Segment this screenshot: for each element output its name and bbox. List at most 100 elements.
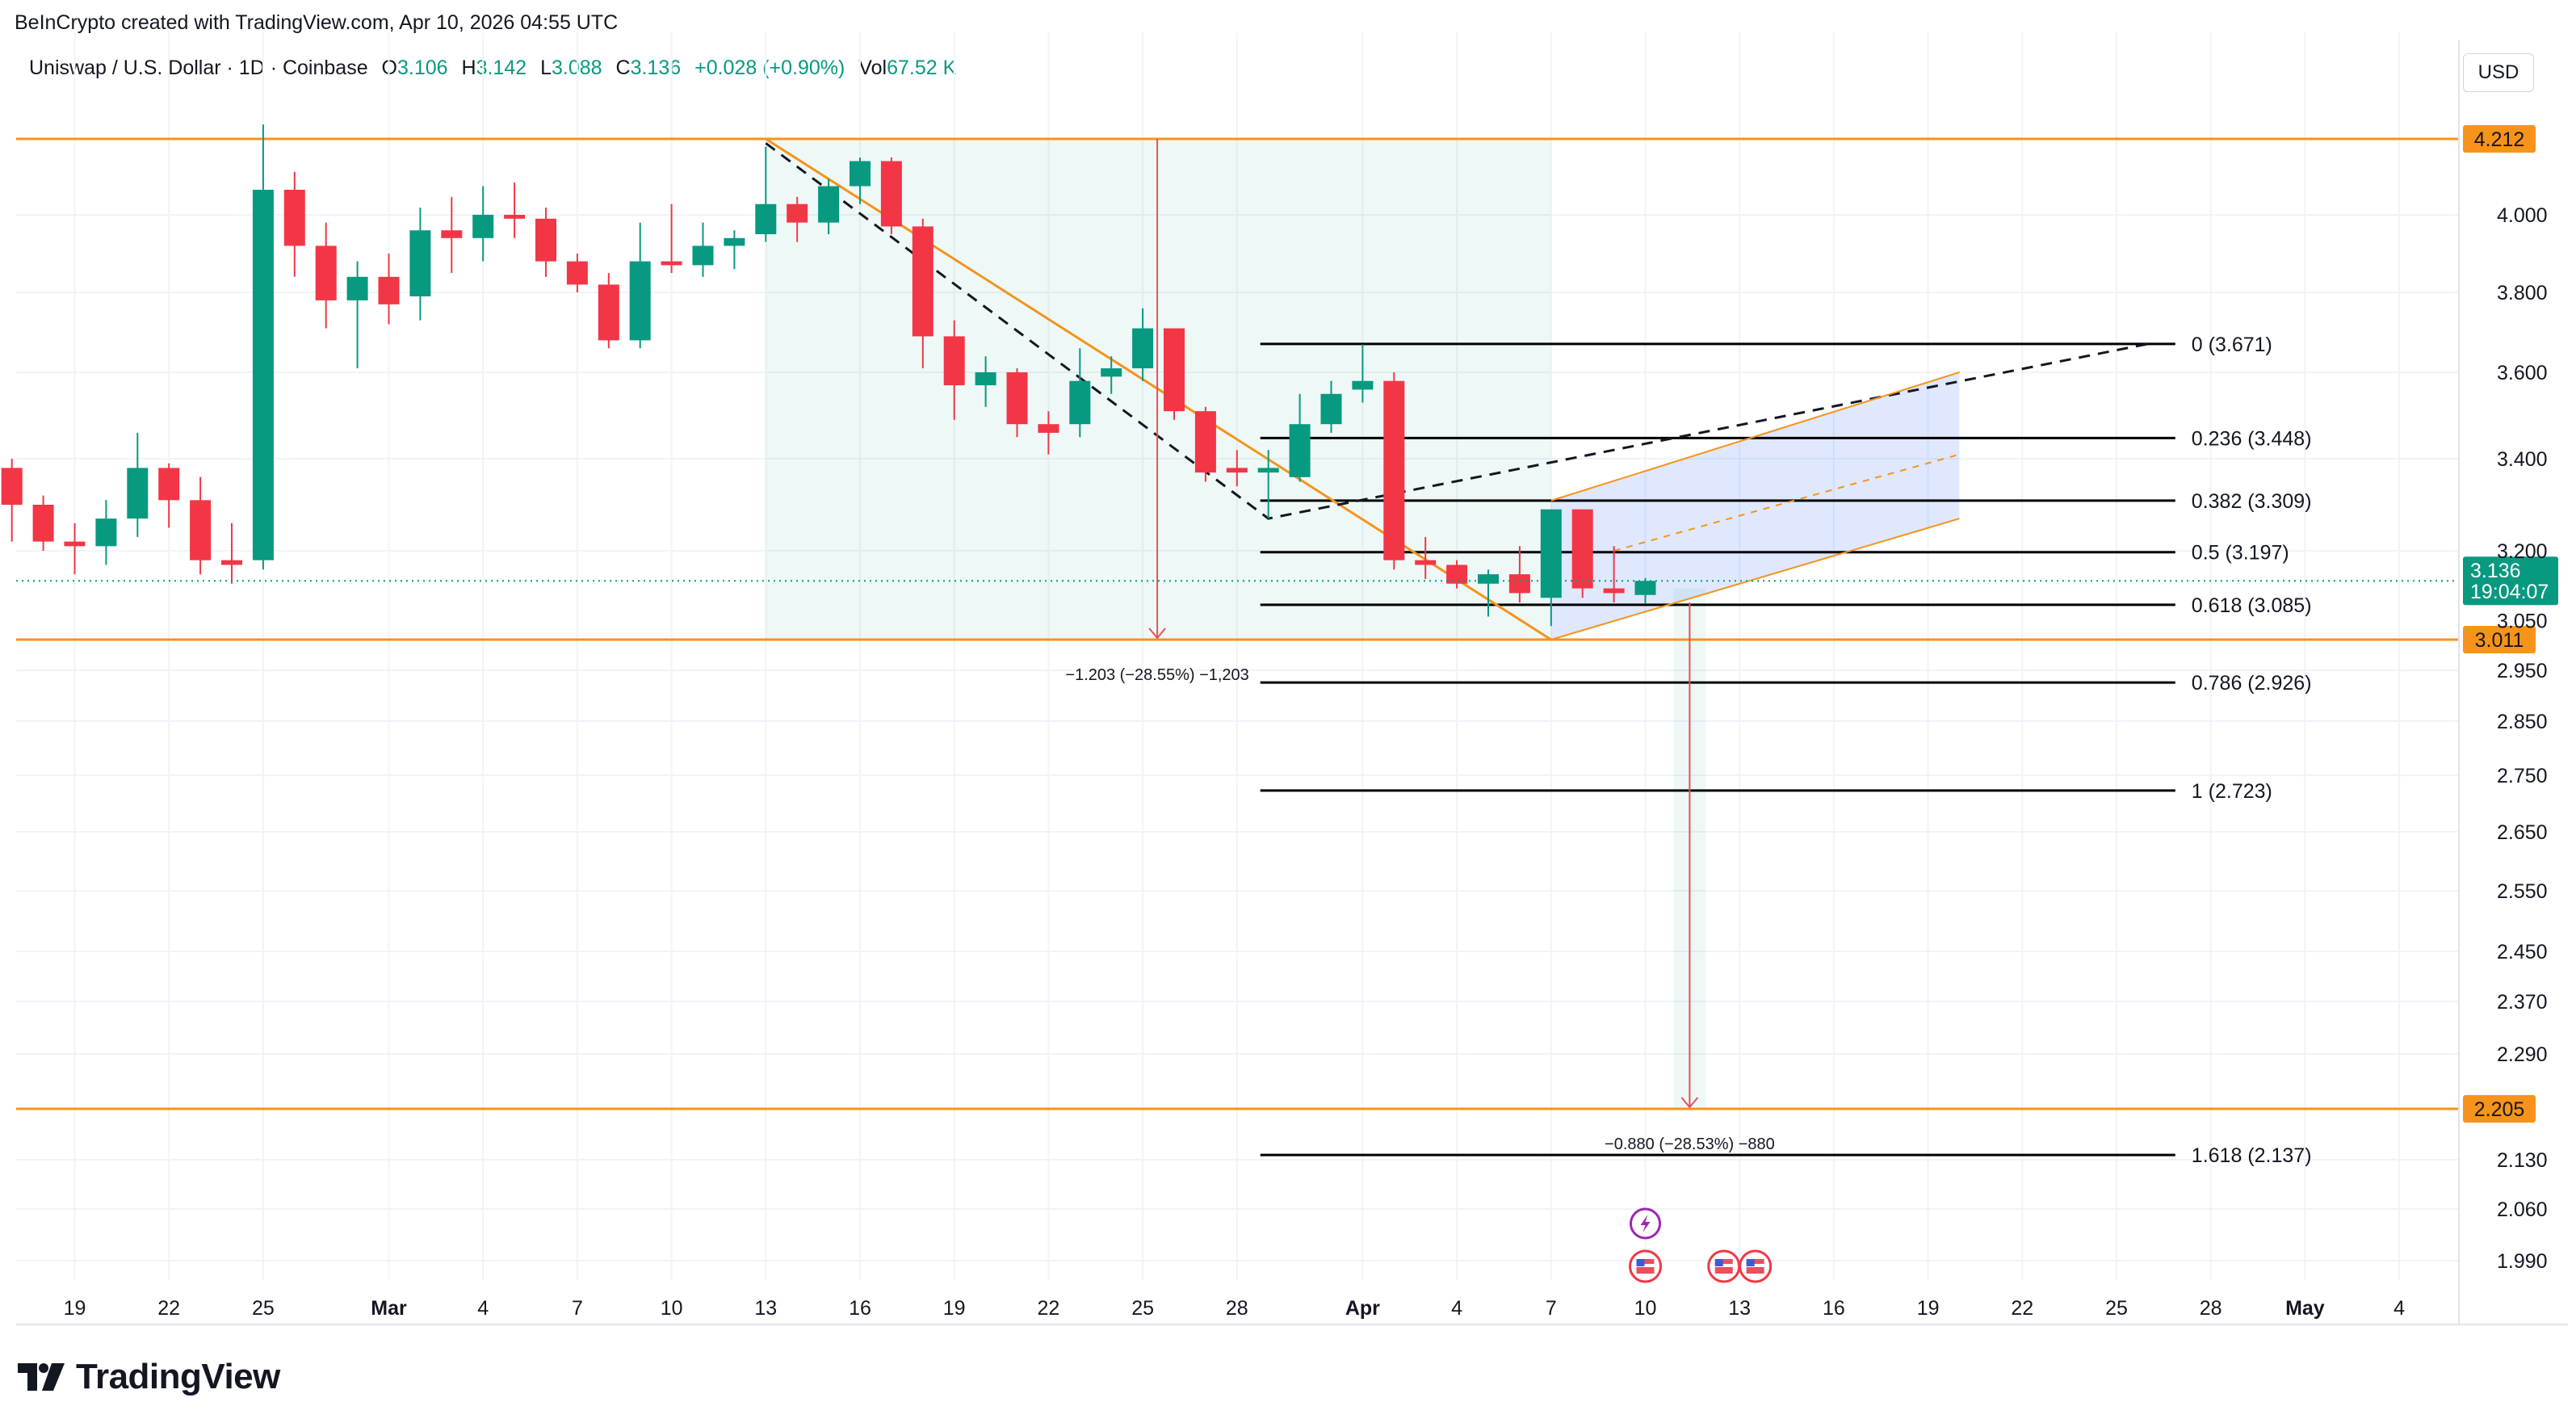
x-tick-label: Apr: [1345, 1297, 1380, 1320]
flag-stripe-white: [1636, 1264, 1655, 1267]
fib-level-label: 0 (3.671): [2192, 334, 2272, 356]
candle-body: [975, 372, 996, 386]
fib-level-label: 0.5 (3.197): [2192, 542, 2289, 565]
candle-body: [566, 261, 588, 285]
candle-body: [409, 230, 431, 296]
x-tick-label: 25: [2105, 1297, 2128, 1320]
level-price-label: 3.011: [2475, 629, 2524, 652]
fib-level-label: 1.618 (2.137): [2192, 1144, 2312, 1167]
candle-body: [1226, 468, 1248, 473]
flag-canton: [1714, 1259, 1723, 1266]
candle-body: [1478, 574, 1499, 584]
x-tick-label: 13: [754, 1297, 777, 1320]
candle-body: [504, 215, 526, 219]
candle-body: [127, 468, 149, 519]
candle-body: [1446, 565, 1468, 584]
y-tick-label: 2.550: [2497, 880, 2548, 903]
candle-body: [880, 161, 902, 227]
volume-value: 67.52 K: [887, 57, 957, 79]
x-tick-label: 28: [2200, 1297, 2222, 1320]
tradingview-logo: TradingView: [18, 1357, 280, 1397]
candle-body: [378, 276, 400, 304]
fib-level-label: 1 (2.723): [2192, 780, 2272, 803]
candle-body: [818, 186, 840, 223]
level-price-label: 4.212: [2474, 128, 2525, 151]
flag-canton: [1746, 1259, 1755, 1266]
axes: 19 22 25 Mar 4 7 10 13 16 19 22 25 28 Apr 4 7 10 13 16 19 22…: [16, 40, 2568, 1325]
candle-body: [1164, 328, 1185, 412]
x-tick-label: 16: [849, 1297, 871, 1320]
x-tick-label: 22: [157, 1297, 180, 1320]
x-tick-label: 25: [1131, 1297, 1154, 1320]
x-tick-label: 4: [2393, 1297, 2405, 1320]
x-tick-label: 7: [572, 1297, 583, 1320]
close-label: C: [615, 57, 631, 79]
y-tick-label: 3.200: [2497, 540, 2548, 563]
symbol-info-row: Uniswap / U.S. Dollar · 1D · Coinbase O3…: [29, 57, 956, 80]
candle-body: [1194, 411, 1216, 473]
channel-upper: [1550, 371, 1960, 502]
x-tick-label: May: [2285, 1297, 2325, 1320]
candle-body: [1383, 380, 1405, 560]
channel-midline: [1613, 453, 1960, 552]
candle-body: [1634, 581, 1656, 595]
flag-stripe-white: [1714, 1264, 1733, 1267]
candle-body: [64, 541, 86, 547]
x-tick-label: 4: [477, 1297, 489, 1320]
y-tick-label: 2.750: [2497, 765, 2548, 787]
candle-body: [1289, 424, 1311, 477]
y-tick-label: 3.600: [2497, 362, 2548, 384]
candle-body: [441, 230, 463, 238]
candle-body: [1, 468, 23, 505]
channel-fill: [1550, 372, 1960, 640]
candle-body: [755, 204, 777, 234]
candle-body: [1132, 328, 1154, 369]
symbol-name[interactable]: Uniswap / U.S. Dollar · 1D · Coinbase: [29, 57, 368, 79]
price-chart[interactable]: 4.212 3.011 2.205 0 (3.671) 0.236 (3.448) 0.…: [0, 0, 2576, 1357]
x-tick-label: 22: [1037, 1297, 1059, 1320]
candle-body: [472, 215, 494, 238]
high-value: 3.142: [476, 57, 527, 79]
current-price-label: 3.136: [2470, 560, 2521, 582]
flag-stripe-white: [1746, 1264, 1764, 1267]
x-tick-label: 25: [252, 1297, 275, 1320]
x-tick-label: 4: [1451, 1297, 1462, 1320]
tradingview-logo-icon: [18, 1363, 65, 1391]
candle-body: [283, 189, 305, 246]
candle-body: [1508, 574, 1530, 594]
candle-body: [724, 237, 745, 246]
y-tick-label: 2.290: [2497, 1043, 2548, 1066]
fib-level-label: 0.618 (3.085): [2192, 594, 2312, 617]
candle-body: [221, 560, 242, 565]
y-tick-label: 2.950: [2497, 660, 2548, 682]
candle-body: [1603, 588, 1625, 594]
candle-body: [1320, 393, 1342, 425]
candle-body: [912, 226, 933, 337]
candle-body: [315, 246, 337, 300]
candle-body: [190, 500, 212, 560]
candle-body: [629, 261, 651, 341]
event-markers: [1629, 1207, 1773, 1283]
y-tick-label: 3.400: [2497, 448, 2548, 471]
currency-button[interactable]: USD: [2463, 53, 2534, 92]
current-price-label-bg: [2463, 556, 2558, 606]
open-value: 3.106: [397, 57, 448, 79]
candle-body: [1352, 380, 1374, 390]
x-tick-label: Mar: [371, 1297, 407, 1320]
candle-body: [1038, 424, 1059, 433]
measure-label: −0.880 (−28.53%) −880: [1605, 1135, 1775, 1153]
candle-body: [850, 161, 871, 187]
x-tick-label: 7: [1546, 1297, 1557, 1320]
x-tick-label: 19: [1917, 1297, 1940, 1320]
candle-body: [1101, 368, 1122, 377]
y-tick-label: 3.800: [2497, 282, 2548, 304]
candle-body: [1415, 560, 1437, 565]
candle-body: [1540, 509, 1562, 598]
candle-body: [598, 284, 619, 341]
y-tick-label: 2.130: [2497, 1149, 2548, 1172]
flag-canton: [1636, 1259, 1645, 1266]
measure-arrowhead: [1680, 1097, 1699, 1109]
y-tick-label: 2.850: [2497, 711, 2548, 733]
y-tick-label: 2.370: [2497, 991, 2548, 1014]
